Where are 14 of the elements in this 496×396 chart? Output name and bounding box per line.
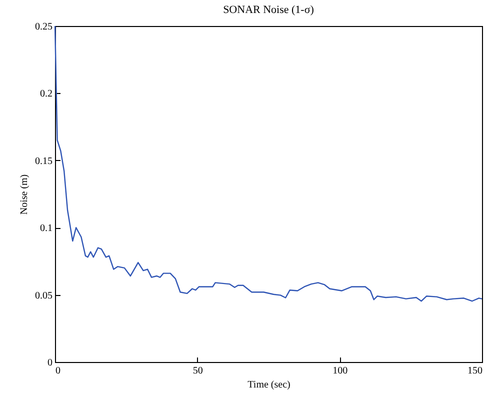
x-tick-label: 50 [192, 366, 203, 376]
y-tick-label: 0.05 [35, 290, 52, 302]
x-tick-label: 150 [468, 366, 482, 376]
y-tick-label: 0.1 [40, 223, 52, 234]
y-tick-label: 0 [48, 358, 52, 368]
x-axis-title: Time (sec) [248, 380, 290, 390]
chart-title: SONAR Noise (1-σ) [223, 4, 314, 16]
x-tick-label: 0 [56, 366, 60, 376]
y-axis-title: Noise (m) [19, 174, 30, 215]
y-tick-label: 0.25 [35, 22, 52, 32]
x-tick-label: 100 [332, 366, 348, 376]
y-tick-label: 0.15 [35, 156, 52, 167]
line-series [54, 25, 483, 302]
y-tick-label: 0.2 [40, 88, 52, 100]
